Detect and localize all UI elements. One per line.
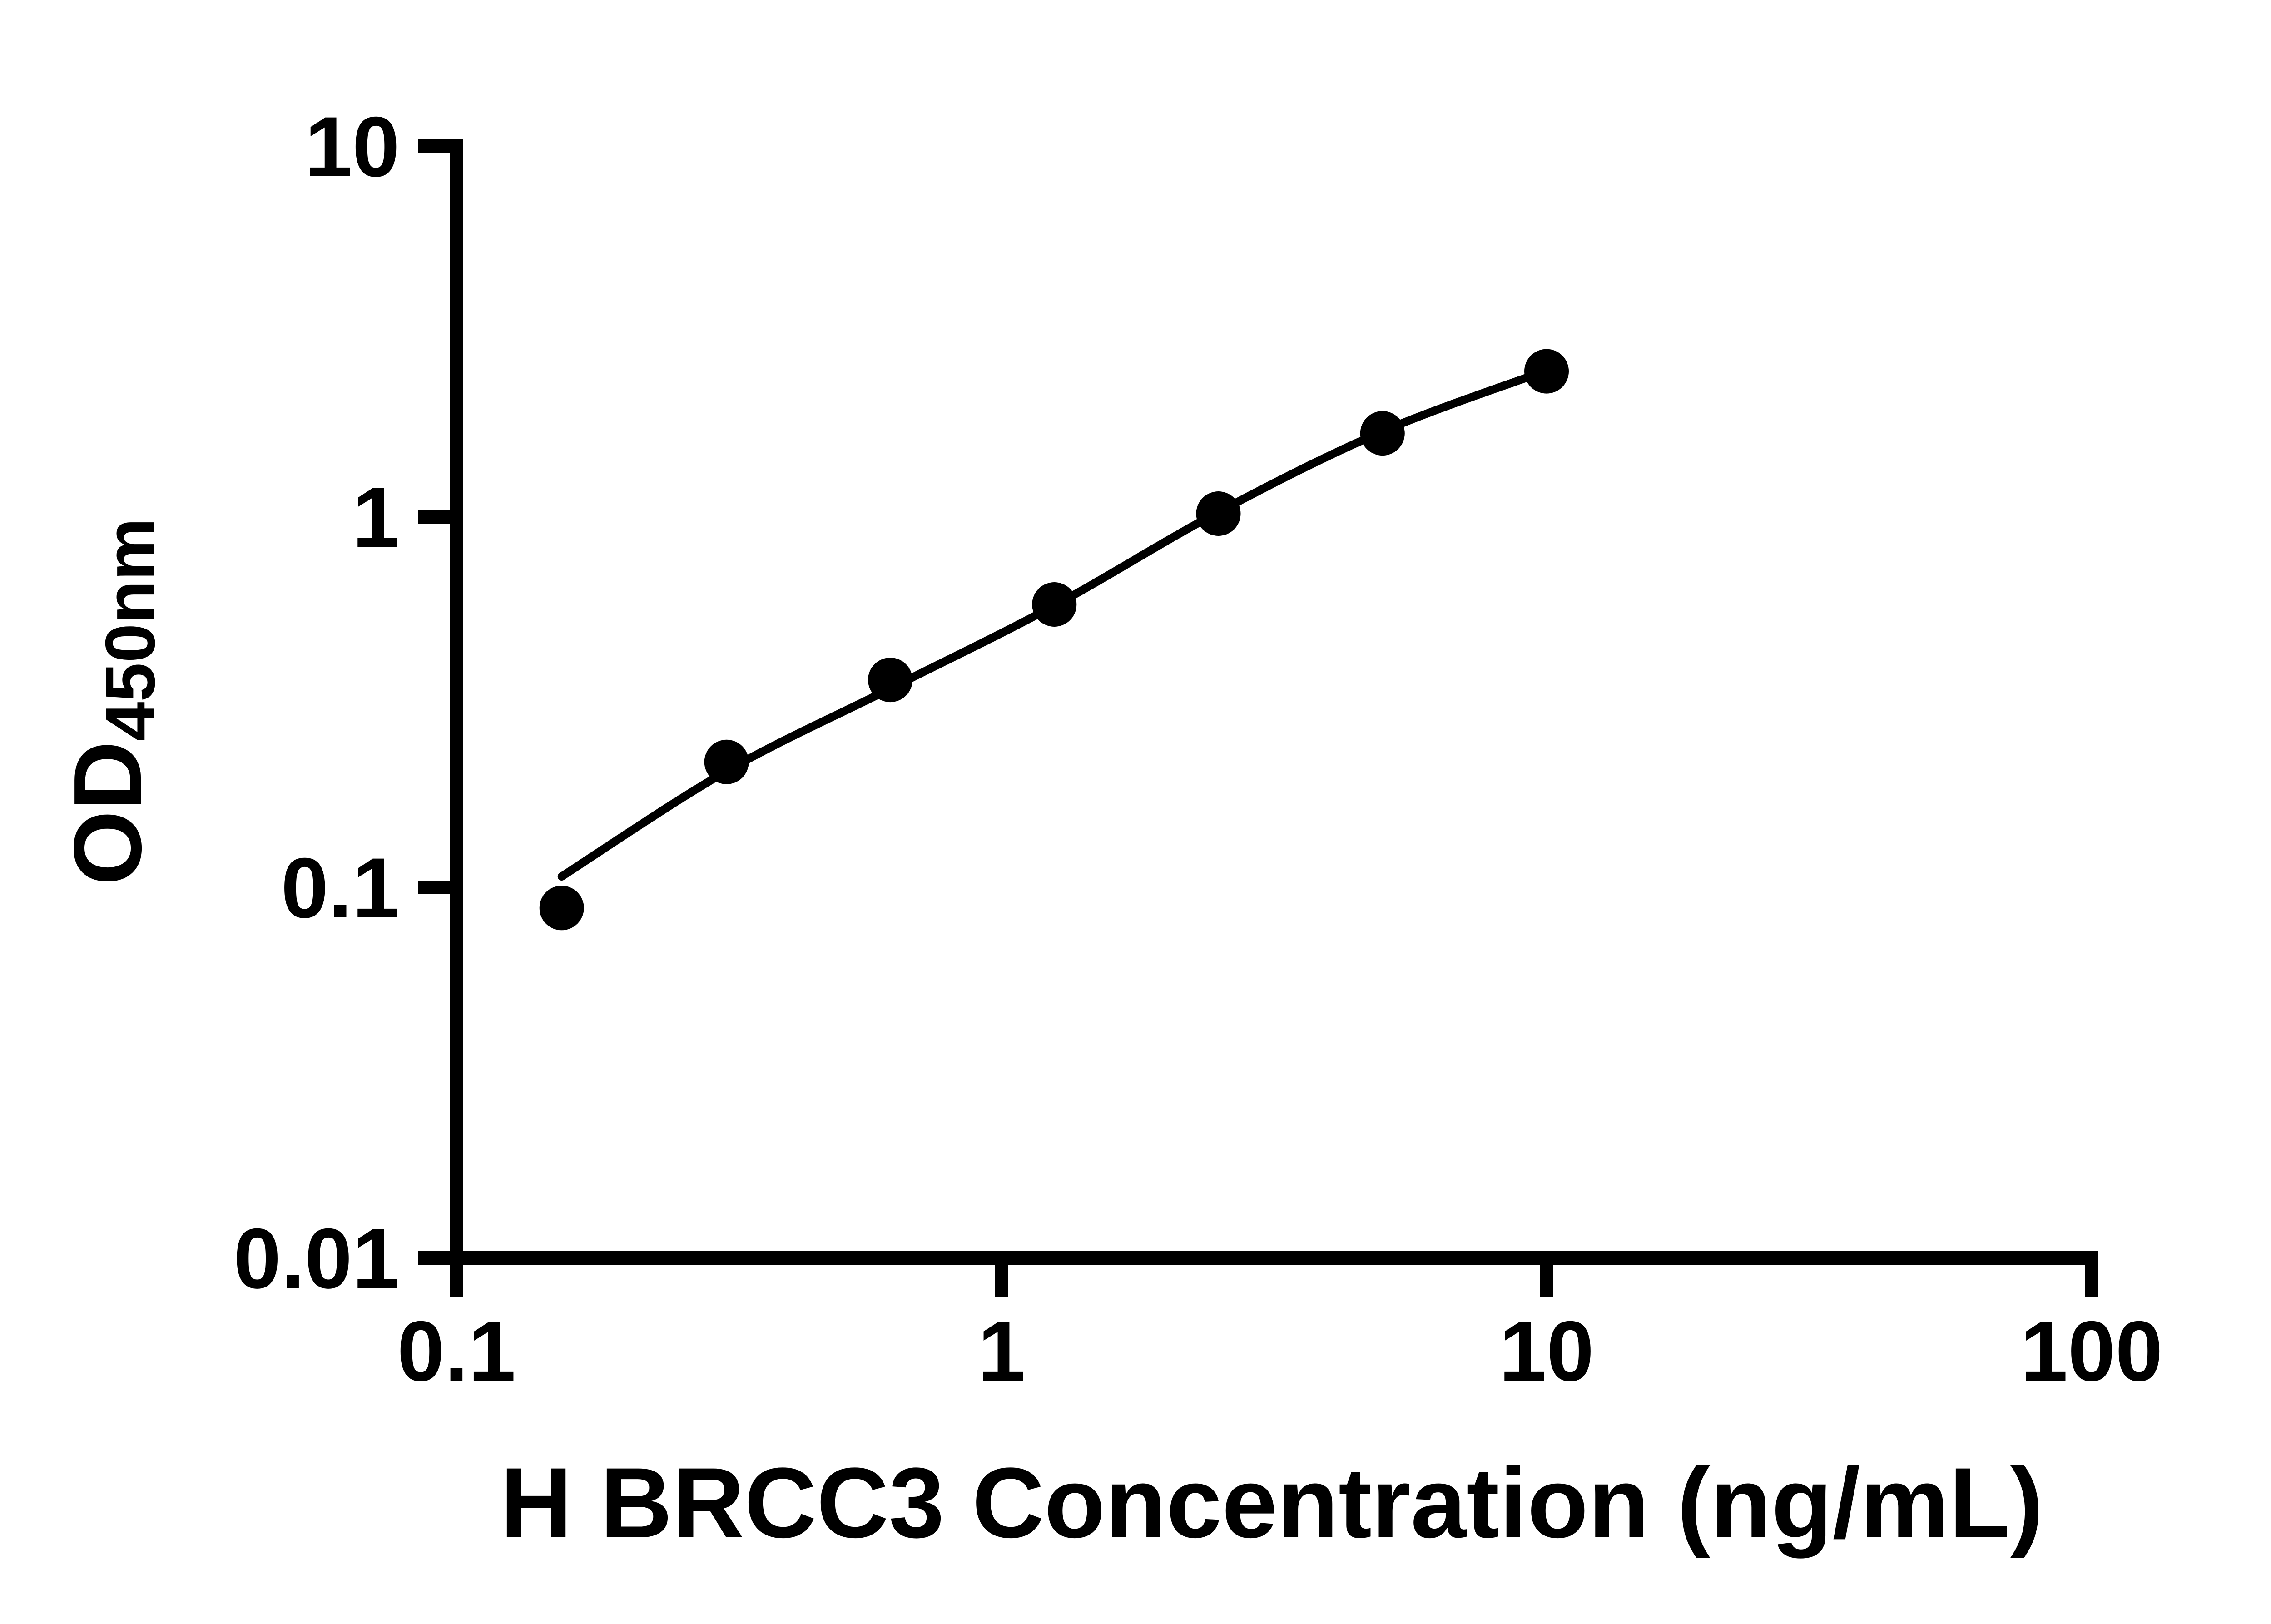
- data-point: [1196, 491, 1241, 536]
- x-tick-label: 1: [978, 1303, 1026, 1399]
- data-point: [1360, 411, 1405, 456]
- data-points: [539, 349, 1569, 931]
- y-tick-label: 0.1: [281, 840, 400, 936]
- y-tick-label: 1: [352, 470, 400, 565]
- x-axis-title: H BRCC3 Concentration (ng/mL): [500, 1447, 2043, 1559]
- axes: [418, 139, 2098, 1297]
- data-point: [1524, 349, 1569, 394]
- data-point: [704, 739, 749, 784]
- x-tick-label: 0.1: [397, 1303, 516, 1399]
- x-tick-label: 10: [1499, 1303, 1594, 1399]
- y-axis-title-main: OD: [54, 741, 161, 886]
- y-axis-title-subscript: 450nm: [91, 518, 169, 741]
- data-point: [1032, 582, 1077, 627]
- y-tick-label: 0.01: [233, 1211, 400, 1306]
- data-point: [868, 658, 913, 703]
- y-tick-label: 10: [305, 99, 400, 194]
- x-tick-label: 100: [2020, 1303, 2163, 1399]
- data-point: [539, 886, 584, 931]
- y-axis-title: OD450nm: [54, 518, 169, 885]
